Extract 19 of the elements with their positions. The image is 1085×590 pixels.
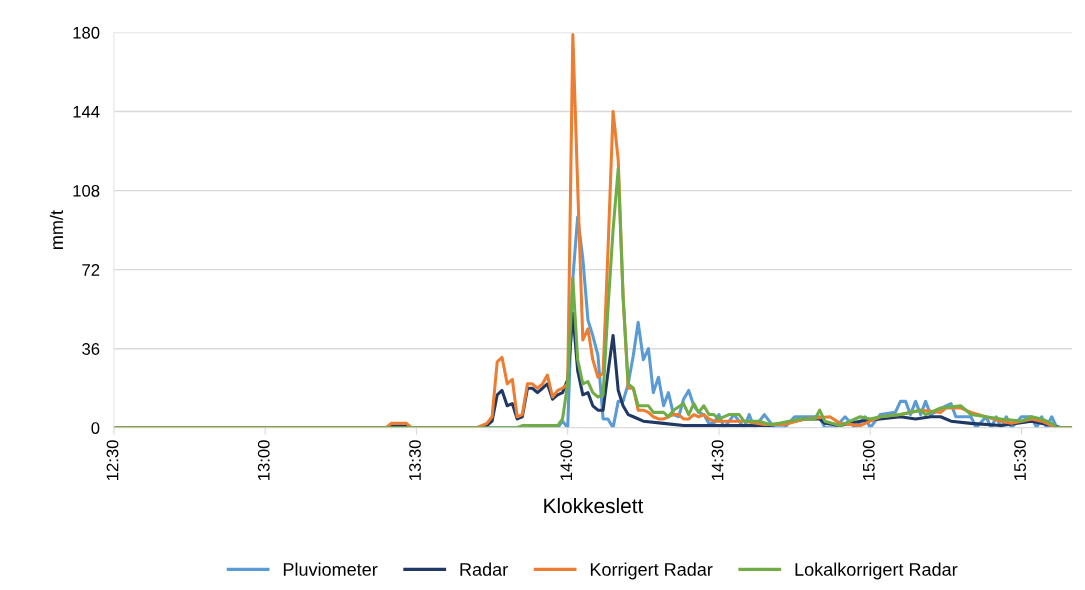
x-axis-title: Klokkeslett [544,497,644,514]
y-tick-label: 72 [82,264,100,276]
y-tick-label: 108 [73,184,100,197]
y-tick-label: 0 [91,422,100,434]
legend-label: Radar [460,562,508,576]
y-tick-label: 36 [82,343,100,355]
x-tick-label: 12:30 [106,440,119,480]
x-tick-label: 13:30 [409,440,421,480]
x-tick-label: 13:00 [257,440,270,480]
y-tick-label: 180 [73,26,100,39]
legend-label: Lokalkorrigert Radar [795,562,958,580]
x-tick-label: 14:00 [560,440,573,480]
x-tick-label: 14:30 [711,440,724,480]
legend-label: Pluviometer [283,562,378,576]
y-axis-title: mm/t [49,210,64,249]
x-tick-label: 15:00 [862,440,875,480]
y-tick-label: 144 [73,106,100,118]
x-tick-label: 15:30 [1014,440,1026,480]
legend-label: Korrigert Radar [590,562,713,580]
